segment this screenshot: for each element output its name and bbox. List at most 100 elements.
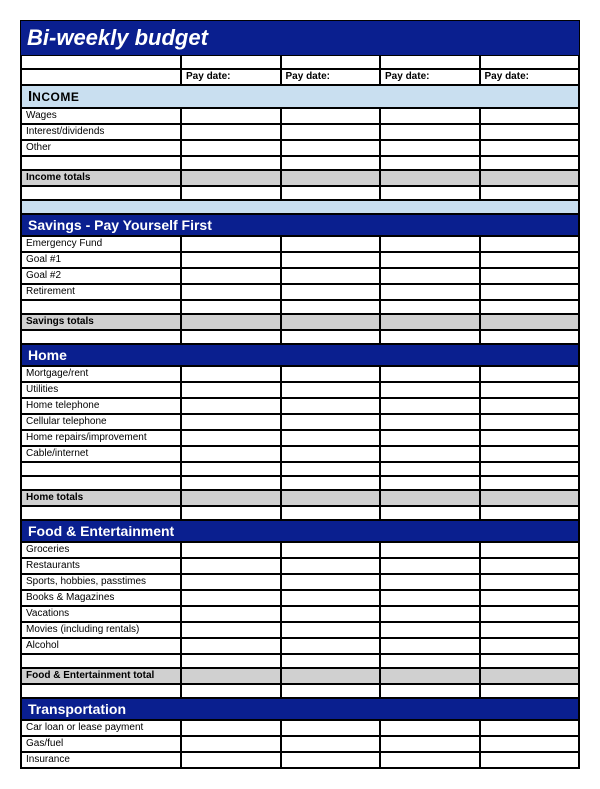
data-cell[interactable] — [281, 446, 381, 462]
data-cell[interactable] — [281, 124, 381, 140]
data-cell[interactable] — [480, 284, 580, 300]
data-cell[interactable] — [181, 124, 281, 140]
data-cell[interactable] — [281, 55, 381, 69]
data-cell[interactable] — [380, 140, 480, 156]
data-cell[interactable] — [181, 366, 281, 382]
data-cell[interactable] — [181, 638, 281, 654]
data-cell[interactable] — [380, 542, 480, 558]
data-cell[interactable] — [181, 186, 281, 200]
data-cell[interactable] — [181, 720, 281, 736]
data-cell[interactable] — [480, 124, 580, 140]
data-cell[interactable] — [380, 314, 480, 330]
data-cell[interactable] — [281, 156, 381, 170]
data-cell[interactable] — [181, 382, 281, 398]
data-cell[interactable] — [181, 654, 281, 668]
data-cell[interactable] — [380, 366, 480, 382]
data-cell[interactable] — [380, 462, 480, 476]
data-cell[interactable] — [281, 638, 381, 654]
data-cell[interactable] — [181, 574, 281, 590]
data-cell[interactable] — [480, 366, 580, 382]
data-cell[interactable] — [480, 446, 580, 462]
data-cell[interactable] — [380, 668, 480, 684]
data-cell[interactable] — [480, 186, 580, 200]
data-cell[interactable] — [181, 252, 281, 268]
data-cell[interactable] — [281, 736, 381, 752]
data-cell[interactable] — [380, 414, 480, 430]
data-cell[interactable] — [181, 752, 281, 768]
data-cell[interactable] — [480, 330, 580, 344]
data-cell[interactable] — [181, 558, 281, 574]
data-cell[interactable] — [480, 736, 580, 752]
data-cell[interactable] — [281, 684, 381, 698]
data-cell[interactable] — [380, 446, 480, 462]
data-cell[interactable] — [480, 542, 580, 558]
data-cell[interactable] — [480, 654, 580, 668]
data-cell[interactable] — [480, 684, 580, 698]
data-cell[interactable] — [181, 446, 281, 462]
data-cell[interactable] — [181, 236, 281, 252]
data-cell[interactable] — [181, 108, 281, 124]
data-cell[interactable] — [380, 622, 480, 638]
data-cell[interactable] — [181, 314, 281, 330]
data-cell[interactable] — [181, 414, 281, 430]
data-cell[interactable] — [281, 506, 381, 520]
data-cell[interactable] — [480, 622, 580, 638]
data-cell[interactable] — [480, 156, 580, 170]
data-cell[interactable] — [480, 606, 580, 622]
data-cell[interactable] — [281, 606, 381, 622]
data-cell[interactable] — [380, 476, 480, 490]
data-cell[interactable] — [181, 606, 281, 622]
data-cell[interactable] — [281, 366, 381, 382]
data-cell[interactable] — [480, 398, 580, 414]
data-cell[interactable] — [181, 170, 281, 186]
data-cell[interactable] — [181, 506, 281, 520]
data-cell[interactable] — [281, 654, 381, 668]
data-cell[interactable] — [480, 476, 580, 490]
data-cell[interactable] — [480, 590, 580, 606]
data-cell[interactable] — [480, 506, 580, 520]
data-cell[interactable] — [181, 684, 281, 698]
data-cell[interactable] — [480, 558, 580, 574]
data-cell[interactable] — [380, 55, 480, 69]
data-cell[interactable] — [281, 490, 381, 506]
data-cell[interactable] — [480, 236, 580, 252]
data-cell[interactable] — [181, 268, 281, 284]
data-cell[interactable] — [281, 300, 381, 314]
data-cell[interactable] — [480, 574, 580, 590]
data-cell[interactable] — [480, 430, 580, 446]
data-cell[interactable] — [281, 382, 381, 398]
data-cell[interactable] — [380, 300, 480, 314]
data-cell[interactable] — [281, 284, 381, 300]
data-cell[interactable] — [181, 476, 281, 490]
data-cell[interactable] — [380, 382, 480, 398]
data-cell[interactable] — [380, 186, 480, 200]
data-cell[interactable] — [480, 140, 580, 156]
data-cell[interactable] — [480, 668, 580, 684]
data-cell[interactable] — [181, 300, 281, 314]
data-cell[interactable] — [380, 654, 480, 668]
data-cell[interactable] — [380, 506, 480, 520]
data-cell[interactable] — [281, 590, 381, 606]
data-cell[interactable] — [480, 300, 580, 314]
data-cell[interactable] — [480, 720, 580, 736]
data-cell[interactable] — [380, 284, 480, 300]
data-cell[interactable] — [281, 720, 381, 736]
data-cell[interactable] — [281, 314, 381, 330]
data-cell[interactable] — [281, 236, 381, 252]
data-cell[interactable] — [380, 490, 480, 506]
data-cell[interactable] — [380, 252, 480, 268]
data-cell[interactable] — [380, 590, 480, 606]
data-cell[interactable] — [380, 268, 480, 284]
data-cell[interactable] — [380, 606, 480, 622]
data-cell[interactable] — [480, 382, 580, 398]
data-cell[interactable] — [181, 398, 281, 414]
data-cell[interactable] — [380, 430, 480, 446]
data-cell[interactable] — [380, 108, 480, 124]
data-cell[interactable] — [380, 124, 480, 140]
data-cell[interactable] — [480, 752, 580, 768]
data-cell[interactable] — [380, 170, 480, 186]
data-cell[interactable] — [380, 156, 480, 170]
data-cell[interactable] — [281, 574, 381, 590]
data-cell[interactable] — [480, 462, 580, 476]
data-cell[interactable] — [181, 590, 281, 606]
